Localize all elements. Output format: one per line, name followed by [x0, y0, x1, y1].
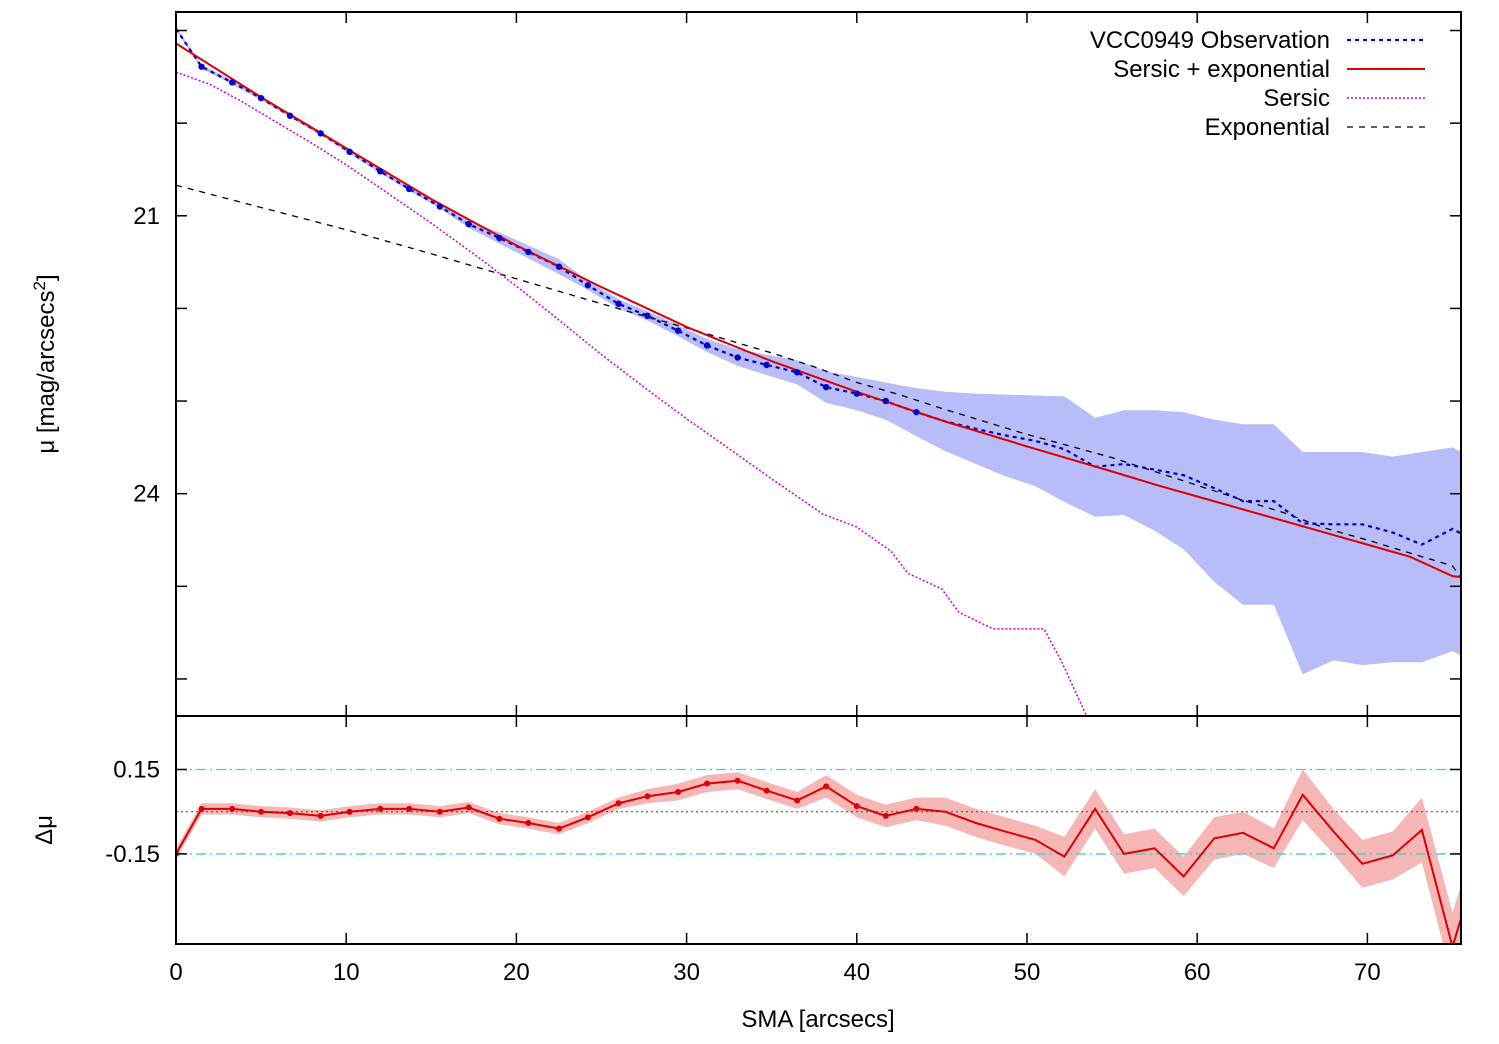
observation-point — [913, 408, 920, 416]
tick-labels: 0 10 20 30 40 50 60 70 21 24 0.15 -0.15 — [105, 203, 1380, 986]
residual-point — [377, 805, 384, 812]
residual-point — [882, 812, 889, 819]
x-axis-label: SMA [arcsecs] — [741, 1006, 894, 1033]
residual-point — [734, 777, 741, 784]
residual-point — [229, 805, 236, 812]
profile-y-axis-label: μ [mag/arcsecs2] — [30, 274, 60, 453]
observation-point — [377, 168, 384, 175]
observation-point — [882, 397, 889, 405]
residual-point — [763, 787, 770, 794]
x-tick-label: 50 — [1014, 959, 1041, 986]
observation-point — [853, 390, 860, 397]
x-tick-label: 10 — [333, 959, 360, 986]
observation-point — [317, 130, 324, 137]
residual-point — [317, 812, 324, 819]
residual-point — [853, 803, 860, 810]
observation-line — [176, 28, 1461, 546]
profile-panel — [176, 26, 1461, 716]
y-tick-label: 21 — [133, 203, 160, 230]
residual-error-band — [176, 769, 1461, 944]
legend-label: Sersic + exponential — [1113, 56, 1330, 83]
exponential-line — [176, 184, 1461, 579]
observation-points — [198, 63, 920, 416]
observation-point — [734, 354, 741, 361]
residual-point — [644, 793, 651, 800]
observation-point — [286, 112, 294, 119]
observation-point — [615, 300, 622, 307]
residual-point — [525, 819, 532, 826]
residual-point — [258, 808, 265, 815]
residual-point — [436, 808, 443, 815]
observation-point — [644, 312, 651, 320]
observation-point — [822, 383, 830, 391]
y-tick-label: -0.15 — [105, 841, 160, 868]
residual-point — [584, 814, 591, 821]
y-tick-label: 24 — [133, 481, 160, 508]
observation-point — [346, 148, 353, 156]
residual-point — [198, 805, 205, 812]
observation-point — [436, 203, 444, 210]
residual-y-axis-label: Δμ — [31, 815, 58, 845]
residual-point — [704, 780, 711, 787]
residual-point — [465, 804, 472, 811]
x-tick-label: 30 — [673, 959, 700, 986]
residual-point — [287, 810, 294, 817]
axis-ticks — [175, 12, 1461, 944]
observation-point — [525, 248, 532, 256]
residual-point — [615, 800, 622, 807]
residual-point — [823, 783, 830, 790]
x-tick-label: 70 — [1354, 959, 1381, 986]
observation-error-band — [176, 26, 1461, 675]
observation-point — [198, 63, 205, 70]
residual-point — [675, 789, 682, 795]
legend-label: Exponential — [1205, 114, 1330, 141]
observation-point — [794, 369, 801, 376]
x-tick-label: 20 — [503, 959, 530, 986]
legend-label: VCC0949 Observation — [1090, 27, 1330, 54]
sersic-exponential-line — [176, 42, 1461, 579]
residual-frame — [175, 715, 1462, 945]
y-tick-label: 0.15 — [113, 756, 160, 783]
observation-point — [555, 263, 563, 270]
x-tick-label: 60 — [1184, 959, 1211, 986]
observation-point — [405, 185, 413, 193]
residual-point — [555, 825, 562, 832]
observation-point — [228, 79, 236, 86]
observation-point — [763, 361, 770, 369]
residual-point — [346, 808, 353, 815]
residual-panel — [176, 768, 1461, 944]
observation-point — [257, 94, 265, 102]
x-tick-label: 40 — [843, 959, 870, 986]
x-tick-label: 0 — [169, 959, 182, 986]
observation-point — [465, 220, 472, 228]
observation-point — [703, 342, 711, 349]
residual-point — [496, 815, 503, 822]
residual-point — [794, 797, 801, 804]
observation-point — [674, 327, 682, 334]
observation-point — [584, 282, 592, 289]
residual-point — [406, 805, 413, 812]
residual-point — [913, 805, 920, 812]
legend-label: Sersic — [1263, 85, 1330, 112]
observation-point — [496, 234, 503, 242]
